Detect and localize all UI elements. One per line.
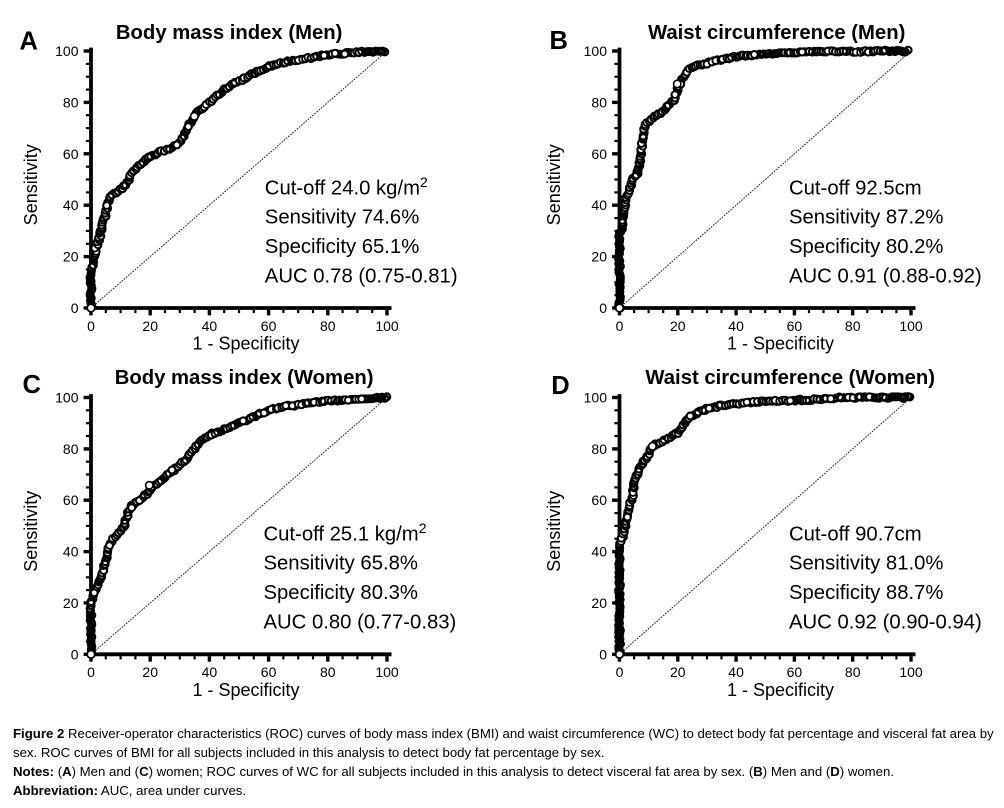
svg-text:Sensitivity 81.0%: Sensitivity 81.0% <box>789 553 943 575</box>
svg-text:60: 60 <box>63 146 79 162</box>
svg-text:0: 0 <box>599 300 607 316</box>
svg-text:AUC 0.80 (0.77-0.83): AUC 0.80 (0.77-0.83) <box>264 612 457 634</box>
svg-text:1 - Specificity: 1 - Specificity <box>192 680 299 700</box>
svg-text:1 - Specificity: 1 - Specificity <box>192 334 299 354</box>
svg-text:20: 20 <box>142 318 158 334</box>
svg-text:40: 40 <box>63 197 79 213</box>
svg-text:Sensitivity: Sensitivity <box>544 144 564 225</box>
svg-text:20: 20 <box>63 249 79 265</box>
svg-text:60: 60 <box>261 664 277 680</box>
svg-text:100: 100 <box>55 43 79 59</box>
svg-text:B: B <box>550 27 568 55</box>
svg-text:100: 100 <box>899 318 923 334</box>
svg-text:C: C <box>23 371 41 399</box>
svg-text:0: 0 <box>616 664 624 680</box>
svg-text:100: 100 <box>55 390 79 406</box>
svg-text:40: 40 <box>591 197 607 213</box>
svg-text:60: 60 <box>591 492 607 508</box>
svg-text:40: 40 <box>202 318 218 334</box>
svg-text:0: 0 <box>87 318 95 334</box>
svg-text:100: 100 <box>375 318 399 334</box>
svg-text:60: 60 <box>261 318 277 334</box>
svg-text:Cut-off 25.1 kg/m2: Cut-off 25.1 kg/m2 <box>264 520 427 546</box>
svg-text:Sensitivity: Sensitivity <box>21 491 41 572</box>
svg-text:AUC 0.92 (0.90-0.94): AUC 0.92 (0.90-0.94) <box>789 612 982 634</box>
svg-text:20: 20 <box>670 318 686 334</box>
svg-text:20: 20 <box>63 595 79 611</box>
svg-text:80: 80 <box>591 441 607 457</box>
svg-text:Sensitivity: Sensitivity <box>544 491 564 572</box>
svg-text:80: 80 <box>320 664 336 680</box>
svg-text:0: 0 <box>87 664 95 680</box>
svg-text:1 - Specificity: 1 - Specificity <box>727 334 834 354</box>
svg-text:60: 60 <box>63 492 79 508</box>
svg-text:Specificity 80.2%: Specificity 80.2% <box>789 236 943 258</box>
svg-text:Waist circumference (Women): Waist circumference (Women) <box>645 367 935 389</box>
svg-text:Cut-off 24.0 kg/m2: Cut-off 24.0 kg/m2 <box>265 174 428 200</box>
svg-text:80: 80 <box>845 664 861 680</box>
svg-text:20: 20 <box>670 664 686 680</box>
svg-text:AUC 0.91 (0.88-0.92): AUC 0.91 (0.88-0.92) <box>789 266 982 288</box>
svg-text:Specificity 88.7%: Specificity 88.7% <box>789 582 943 604</box>
svg-text:40: 40 <box>728 318 744 334</box>
svg-text:Specificity 65.1%: Specificity 65.1% <box>265 236 419 258</box>
svg-text:80: 80 <box>63 94 79 110</box>
svg-text:20: 20 <box>591 249 607 265</box>
svg-text:Specificity 80.3%: Specificity 80.3% <box>264 582 418 604</box>
svg-text:40: 40 <box>591 544 607 560</box>
svg-text:100: 100 <box>584 390 608 406</box>
svg-text:Sensitivity: Sensitivity <box>21 144 41 225</box>
svg-text:Sensitivity 65.8%: Sensitivity 65.8% <box>264 553 418 575</box>
svg-text:80: 80 <box>591 94 607 110</box>
svg-text:Sensitivity 87.2%: Sensitivity 87.2% <box>789 207 943 229</box>
svg-text:60: 60 <box>787 318 803 334</box>
svg-text:100: 100 <box>899 664 923 680</box>
svg-text:80: 80 <box>320 318 336 334</box>
svg-text:100: 100 <box>375 664 399 680</box>
svg-text:80: 80 <box>845 318 861 334</box>
svg-text:Sensitivity 74.6%: Sensitivity 74.6% <box>265 207 419 229</box>
svg-text:Cut-off 92.5cm: Cut-off 92.5cm <box>789 177 922 199</box>
svg-text:20: 20 <box>591 595 607 611</box>
svg-text:AUC 0.78 (0.75-0.81): AUC 0.78 (0.75-0.81) <box>265 266 458 288</box>
svg-text:20: 20 <box>142 664 158 680</box>
svg-text:Waist circumference (Men): Waist circumference (Men) <box>648 22 905 44</box>
svg-text:Body mass index (Men): Body mass index (Men) <box>116 22 343 44</box>
svg-text:0: 0 <box>71 646 79 662</box>
svg-text:40: 40 <box>728 664 744 680</box>
svg-text:60: 60 <box>787 664 803 680</box>
svg-text:Cut-off 90.7cm: Cut-off 90.7cm <box>789 523 922 545</box>
svg-text:A: A <box>20 27 38 55</box>
svg-text:1 - Specificity: 1 - Specificity <box>727 680 834 700</box>
svg-text:40: 40 <box>202 664 218 680</box>
svg-text:60: 60 <box>591 146 607 162</box>
svg-text:Body mass index (Women): Body mass index (Women) <box>115 367 374 389</box>
svg-text:80: 80 <box>63 441 79 457</box>
svg-text:0: 0 <box>71 300 79 316</box>
svg-text:0: 0 <box>616 318 624 334</box>
svg-text:100: 100 <box>584 43 608 59</box>
svg-text:D: D <box>551 372 569 400</box>
svg-text:0: 0 <box>599 646 607 662</box>
svg-text:40: 40 <box>63 544 79 560</box>
